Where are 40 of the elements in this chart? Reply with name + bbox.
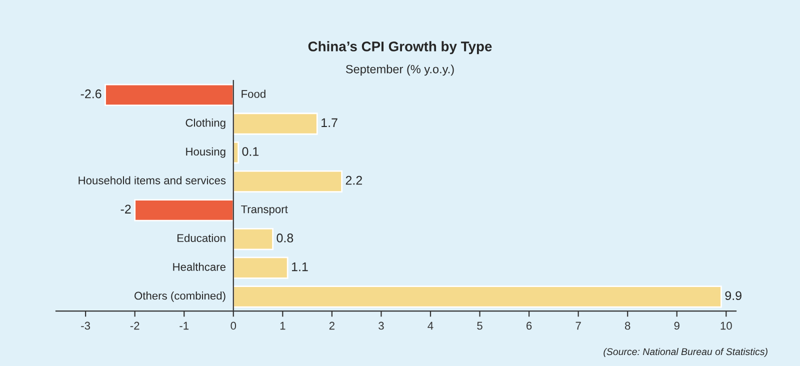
bar <box>232 170 342 192</box>
x-tick-label: 4 <box>428 322 434 330</box>
data-label: 0.8 <box>276 234 294 242</box>
data-label: 1.1 <box>292 262 308 272</box>
data-label: 0.1 <box>242 147 259 156</box>
bar <box>232 286 722 308</box>
x-tick-label: 7 <box>576 322 581 330</box>
data-label: -2 <box>120 204 131 214</box>
y-tick-label: Housing <box>186 147 226 158</box>
y-tick-label: Education <box>177 234 226 242</box>
data-label: 9.9 <box>725 291 742 300</box>
x-tick-label: 6 <box>526 322 532 330</box>
chart-subtitle: September (% y.o.y.) <box>346 64 454 76</box>
x-tick-label: 9 <box>674 322 680 330</box>
data-label: 2.2 <box>346 176 362 185</box>
bar <box>134 199 234 222</box>
x-tick-label: -2 <box>130 322 140 330</box>
x-tick-label: 5 <box>477 322 482 330</box>
bar <box>104 84 234 106</box>
data-label: 1.7 <box>322 118 338 127</box>
x-tick-label: -1 <box>180 322 189 330</box>
y-tick-label: Healthcare <box>173 262 226 271</box>
x-tick-label: 2 <box>329 322 334 330</box>
x-tick-label: 1 <box>280 322 286 330</box>
bar <box>232 228 274 250</box>
x-tick-label: 10 <box>720 322 732 330</box>
chart-title: China’s CPI Growth by Type <box>308 41 492 54</box>
data-label: -2.6 <box>80 89 102 98</box>
x-tick-label: -3 <box>81 322 90 330</box>
y-tick-label: Transport <box>241 205 288 216</box>
y-tick-label: Others (combined) <box>134 292 226 302</box>
x-tick-label: 8 <box>624 322 630 330</box>
y-tick-label: Household items and services <box>78 176 226 184</box>
y-tick-label: Food <box>242 90 266 98</box>
text: (Source: National Bureau of Statistics) <box>604 348 768 358</box>
x-tick-label: 3 <box>378 322 384 330</box>
y-tick-label: Clothing <box>186 118 226 129</box>
x-tick-label: 0 <box>230 322 236 330</box>
bar <box>232 256 288 279</box>
bar <box>232 112 318 135</box>
